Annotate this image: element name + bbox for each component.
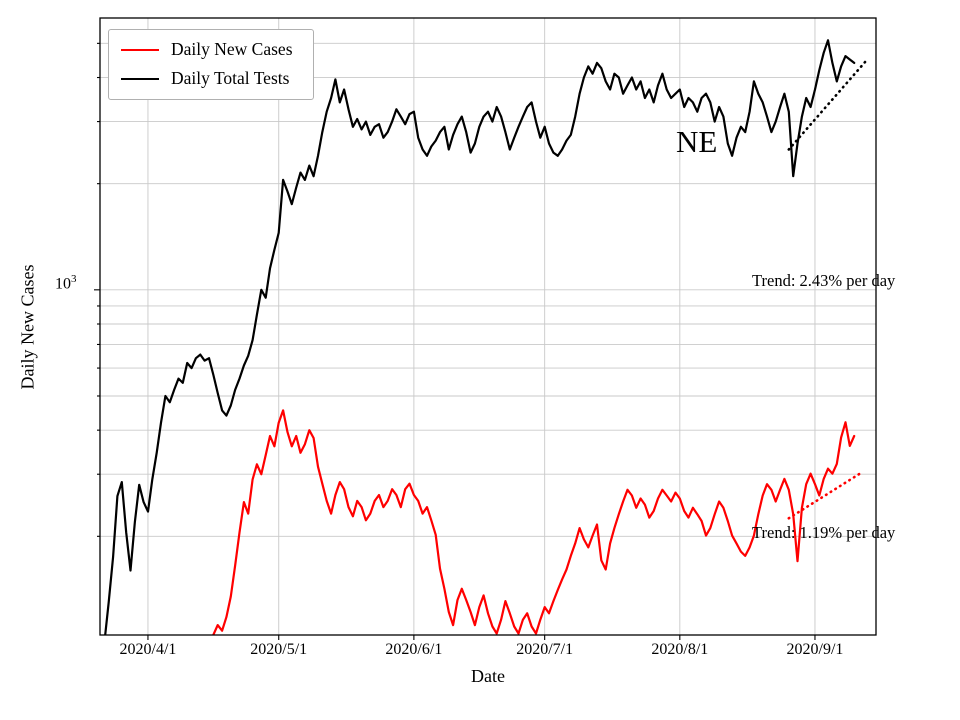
trend-lines: [787, 58, 869, 520]
legend: Daily New Cases Daily Total Tests: [108, 29, 314, 100]
y-tick-base: 10: [55, 275, 71, 293]
legend-line-cases-icon: [121, 48, 159, 51]
trend-line-0: [787, 58, 869, 151]
x-tick-label: 2020/8/1: [651, 641, 709, 658]
legend-line-tests-icon: [121, 77, 159, 80]
legend-label-cases: Daily New Cases: [171, 39, 293, 59]
x-tick-label: 2020/5/1: [250, 641, 308, 658]
x-tick-label: 2020/4/1: [119, 641, 177, 658]
x-tick-label: 2020/9/1: [786, 641, 844, 658]
x-axis-label: Date: [471, 666, 505, 686]
legend-item-cases: Daily New Cases: [121, 39, 293, 59]
trend-line-1: [787, 470, 865, 520]
x-tick-label: 2020/7/1: [516, 641, 574, 658]
state-annotation: NE: [676, 124, 718, 159]
tick-marks: [94, 42, 816, 640]
trend-annotation-cases: Trend: 1.19% per day: [752, 523, 896, 542]
y-tick-exponent: 3: [71, 273, 77, 285]
legend-item-tests: Daily Total Tests: [121, 68, 293, 89]
series-line-1: [104, 39, 856, 635]
y-tick-label: 103: [55, 273, 77, 293]
series-lines: [104, 39, 856, 635]
axes-frame: [99, 17, 877, 636]
trend-annotation-tests: Trend: 2.43% per day: [752, 271, 896, 290]
series-line-0: [212, 409, 856, 635]
legend-label-tests: Daily Total Tests: [171, 68, 290, 89]
x-tick-label: 2020/6/1: [385, 641, 443, 658]
y-axis-label: Daily New Cases: [17, 264, 38, 390]
